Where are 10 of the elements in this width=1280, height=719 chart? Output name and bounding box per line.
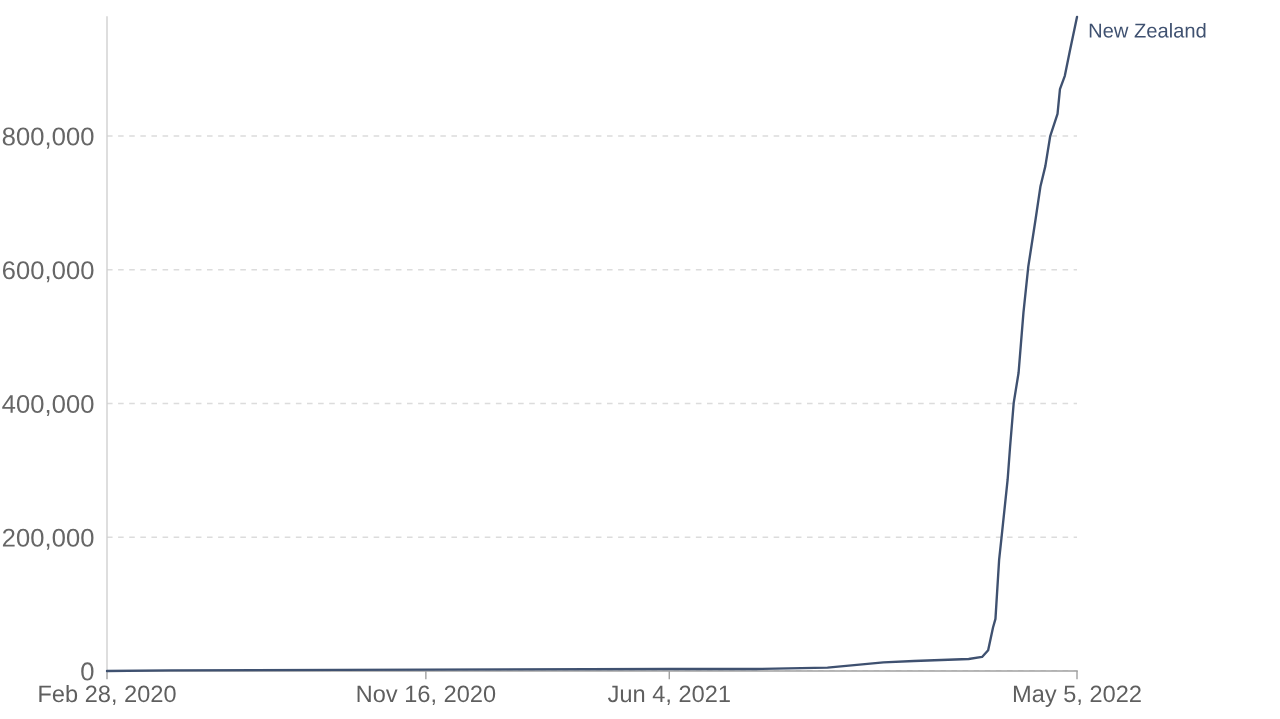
- y-tick-label: 400,000: [2, 394, 94, 417]
- y-tick-label: 200,000: [2, 528, 94, 550]
- y-tick-label: 800,000: [2, 127, 94, 149]
- y-tick-label: 0: [81, 662, 94, 681]
- series-label: New Zealand: [1089, 22, 1206, 38]
- y-tick-label: 600,000: [2, 261, 94, 283]
- x-tick-label: May 5, 2022: [1013, 685, 1141, 707]
- x-tick-label: Jun 4, 2021: [607, 685, 730, 706]
- x-tick-label: Nov 16, 2020: [357, 685, 496, 706]
- x-tick-label: Feb 28, 2020: [39, 684, 176, 706]
